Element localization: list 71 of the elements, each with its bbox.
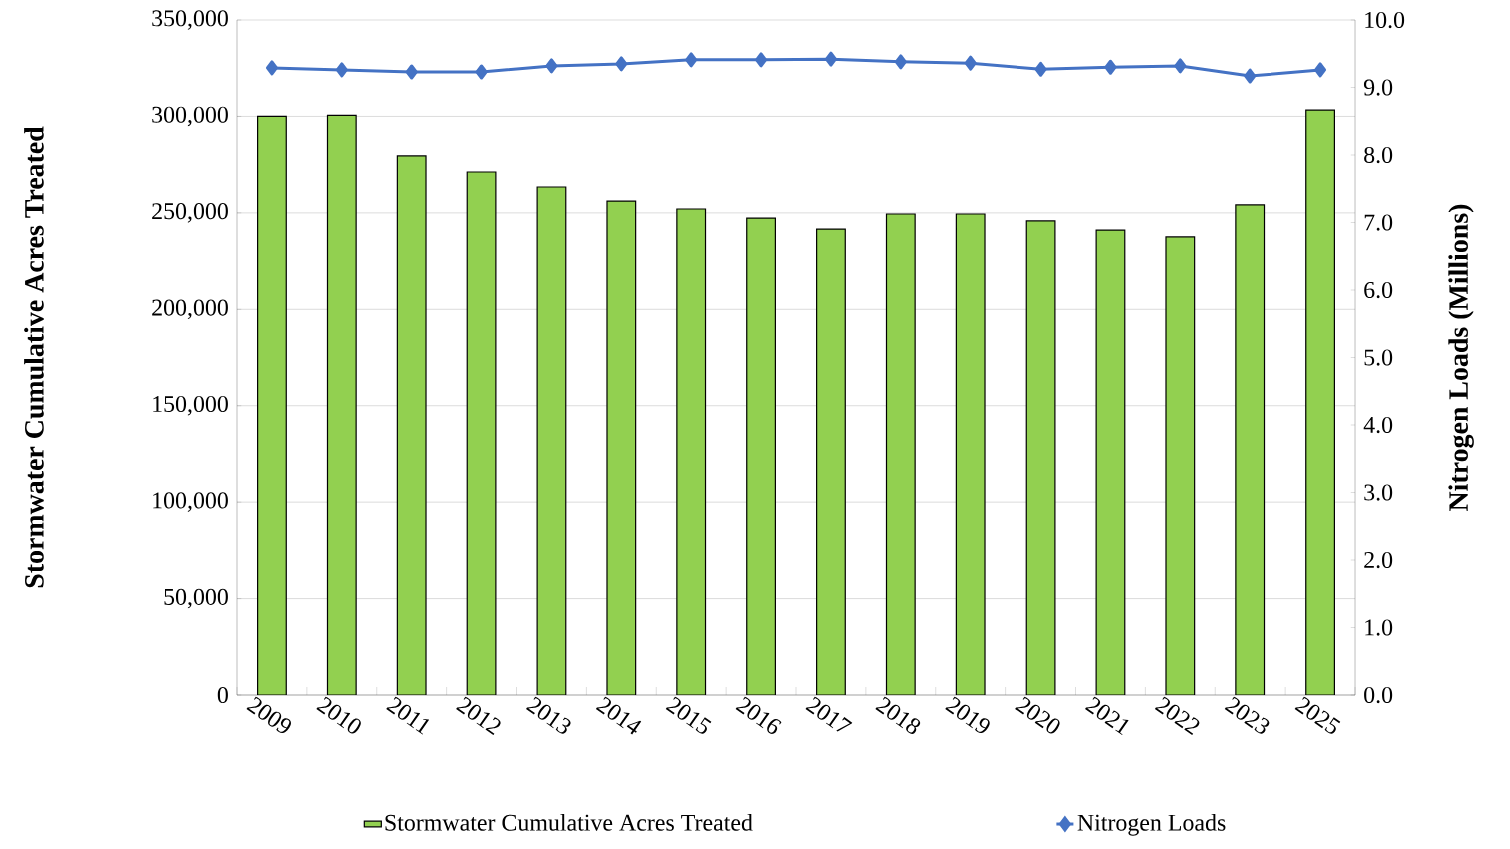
bar (396, 155, 427, 696)
x-tick-label: 2010 (316, 696, 361, 734)
y2-tick-label: 10.0 (1365, 11, 1405, 29)
bar (257, 115, 287, 696)
point (475, 64, 488, 80)
x-tick-label: 2025 (1294, 696, 1341, 734)
point (894, 54, 907, 70)
bar (746, 217, 776, 696)
y2-tick-label: 9.0 (1363, 79, 1393, 96)
x-tick-label: 2017 (805, 696, 853, 732)
y2-tick-label: 4.0 (1363, 416, 1393, 434)
point (335, 62, 348, 78)
y-tick-label: 150,000 (153, 395, 228, 416)
bar (1025, 220, 1056, 696)
y2-tick-label: 2.0 (1364, 551, 1393, 569)
y2-axis-title: Nitrogen Loads (Millions) (1448, 204, 1474, 511)
y2-tick-label: 1.0 (1365, 619, 1393, 636)
y2-tick-label: 5.0 (1364, 349, 1393, 366)
point (615, 56, 628, 72)
y2-tick-label: 6.0 (1364, 281, 1393, 299)
y-tick-label: 350,000 (152, 10, 228, 30)
point (824, 51, 837, 67)
y2-tick-label: 0.0 (1364, 686, 1393, 704)
bar (536, 186, 567, 696)
y2-tick-label: 8.0 (1364, 146, 1393, 164)
y2-tick-label: 3.0 (1364, 484, 1393, 501)
y2-tick-label: 7.0 (1364, 214, 1393, 231)
y-axis-title: Stormwater Cumulative Acres Treated (24, 126, 44, 588)
y-tick-label: 100,000 (153, 492, 228, 512)
bar (1095, 229, 1126, 696)
point (1034, 61, 1047, 77)
bar (326, 114, 357, 696)
x-tick-label: 2011 (386, 696, 430, 735)
x-tick-label: 2015 (665, 696, 712, 734)
x-tick-label: 2009 (246, 696, 291, 734)
bar (885, 213, 916, 696)
x-tick-label: 2014 (595, 696, 642, 735)
bar (1305, 109, 1335, 696)
x-tick-label: 2023 (1224, 696, 1270, 734)
point (964, 55, 977, 71)
x-tick-label: 2021 (1085, 696, 1129, 736)
point (755, 52, 768, 68)
point (1174, 58, 1187, 74)
point (1104, 59, 1117, 75)
bar (466, 171, 497, 696)
bar (676, 208, 707, 696)
y-tick-label: 300,000 (152, 106, 228, 127)
x-tick-label: 2018 (875, 696, 921, 734)
x-tick-label: 2012 (456, 696, 501, 736)
point (1314, 62, 1327, 78)
x-tick-label: 2016 (735, 696, 782, 734)
legend-label: Nitrogen Loads (1077, 813, 1226, 836)
point (545, 58, 558, 74)
point (1244, 68, 1257, 84)
x-tick-label: 2019 (945, 696, 990, 734)
legend-label: Stormwater Cumulative Acres Treated (385, 813, 753, 831)
bar (606, 200, 637, 696)
point (685, 52, 698, 68)
bar (816, 228, 846, 696)
x-tick-label: 2013 (526, 696, 571, 734)
x-tick-label: 2020 (1015, 696, 1060, 734)
y-tick-label: 50,000 (164, 588, 228, 609)
bar (1235, 204, 1266, 696)
y-tick-label: 250,000 (152, 203, 228, 223)
point (405, 64, 418, 80)
point (265, 60, 278, 76)
x-tick-label: 2022 (1154, 696, 1200, 736)
y-tick-label: 0 (217, 686, 228, 704)
bar (1165, 236, 1196, 696)
y-tick-label: 200,000 (152, 299, 228, 320)
bar (955, 213, 986, 696)
